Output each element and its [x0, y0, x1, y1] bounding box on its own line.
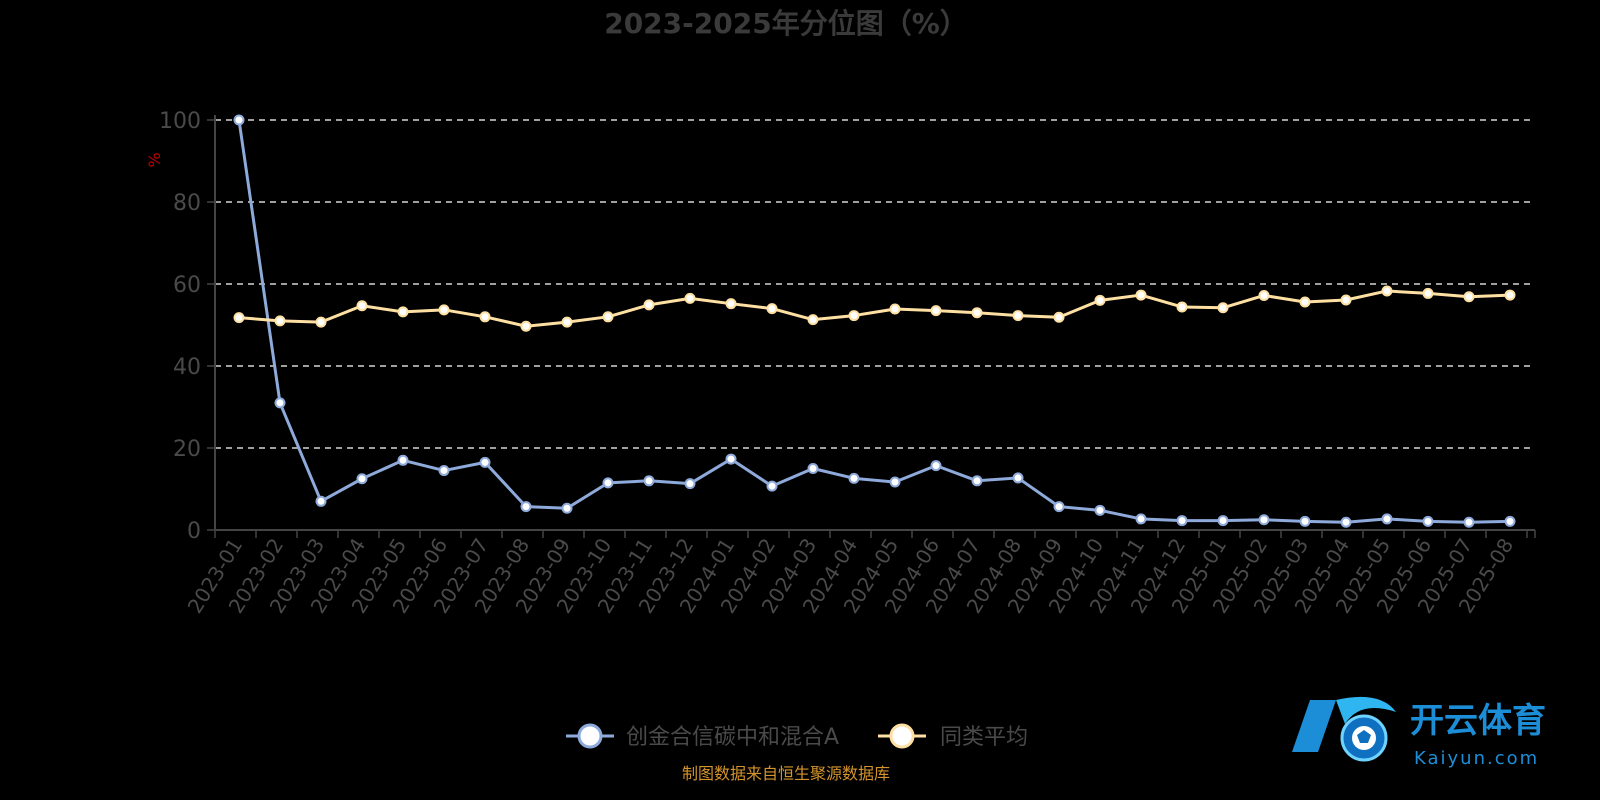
data-point	[766, 303, 778, 315]
data-point	[1094, 504, 1106, 516]
y-tick-label: 40	[173, 355, 201, 380]
y-tick-label: 20	[173, 437, 201, 462]
data-point	[520, 320, 532, 332]
data-point	[930, 305, 942, 317]
y-tick-label: 100	[159, 109, 201, 134]
legend-swatch-marker	[577, 723, 603, 749]
chart-title: 2023-2025年分位图（%）	[604, 7, 968, 40]
data-point	[397, 306, 409, 318]
data-point	[1094, 294, 1106, 306]
data-point	[807, 314, 819, 326]
kaiyun-logo: 开云体育 Kaiyun.com	[1292, 696, 1546, 769]
data-point	[479, 456, 491, 468]
data-point	[1135, 289, 1147, 301]
data-point	[1053, 501, 1065, 513]
series-1	[233, 114, 1516, 528]
legend-label: 创金合信碳中和混合A	[626, 725, 839, 750]
legend-item[interactable]: 创金合信碳中和混合A	[566, 723, 839, 750]
data-point	[602, 311, 614, 323]
data-point	[1340, 516, 1352, 528]
data-point	[1012, 472, 1024, 484]
data-point	[766, 480, 778, 492]
data-point	[1176, 515, 1188, 527]
data-point	[1463, 291, 1475, 303]
y-tick-labels: 0 20 40 60 80 100	[159, 109, 201, 544]
data-point	[561, 316, 573, 328]
data-point	[1135, 513, 1147, 525]
data-point	[1504, 289, 1516, 301]
data-point	[725, 453, 737, 465]
legend[interactable]: 创金合信碳中和混合A 同类平均	[566, 723, 1028, 750]
data-point	[315, 316, 327, 328]
y-tick-label: 80	[173, 191, 201, 216]
data-point	[1012, 310, 1024, 322]
data-point	[1422, 515, 1434, 527]
data-point	[889, 303, 901, 315]
series-line	[238, 289, 1511, 328]
data-point	[725, 298, 737, 310]
watermark-en: Kaiyun.com	[1414, 748, 1539, 769]
data-point	[1217, 515, 1229, 527]
data-point	[561, 502, 573, 514]
data-point	[1258, 514, 1270, 526]
data-point	[848, 310, 860, 322]
data-point	[971, 475, 983, 487]
series-2	[233, 285, 1516, 332]
data-point	[1422, 287, 1434, 299]
legend-item[interactable]: 同类平均	[878, 723, 1028, 750]
data-point	[356, 300, 368, 312]
data-point	[807, 463, 819, 474]
y-tick-label: 60	[173, 273, 201, 298]
y-axis-unit: %	[145, 152, 164, 167]
data-point	[1381, 513, 1393, 525]
series-lines	[233, 114, 1516, 528]
data-point	[1299, 296, 1311, 308]
data-point	[233, 114, 245, 126]
data-point	[274, 397, 286, 409]
series-line	[237, 119, 1511, 524]
source-note: 制图数据来自恒生聚源数据库	[682, 764, 890, 783]
data-point	[1340, 294, 1352, 306]
data-point	[930, 460, 942, 472]
y-tick-label: 0	[187, 519, 201, 544]
data-point	[643, 299, 655, 311]
data-point	[356, 473, 368, 485]
data-point	[971, 307, 983, 319]
x-tick-labels: 2023-012023-022023-032023-042023-052023-…	[183, 534, 1519, 618]
data-point	[1299, 515, 1311, 527]
logo-emblem	[1292, 696, 1396, 762]
data-point	[397, 454, 409, 466]
data-point	[889, 476, 901, 488]
data-point	[684, 292, 696, 304]
data-point	[479, 311, 491, 323]
data-point	[1258, 289, 1270, 301]
data-point	[1053, 311, 1065, 323]
grid-lines	[215, 119, 1535, 449]
data-point	[1381, 285, 1393, 297]
data-point	[1176, 301, 1188, 313]
data-point	[643, 475, 655, 487]
data-point	[274, 315, 286, 327]
data-point	[315, 495, 327, 507]
data-point	[1504, 515, 1516, 527]
data-point	[438, 465, 450, 477]
watermark-cn: 开云体育	[1410, 701, 1546, 741]
data-point	[1217, 302, 1229, 314]
data-point	[438, 304, 450, 316]
data-point	[848, 472, 860, 484]
legend-swatch-marker	[889, 723, 915, 749]
data-point	[233, 312, 245, 324]
data-point	[684, 478, 696, 490]
data-point	[602, 477, 614, 489]
legend-label: 同类平均	[940, 725, 1028, 750]
data-point	[1463, 516, 1475, 528]
data-point	[520, 501, 532, 513]
axes	[207, 115, 1536, 538]
